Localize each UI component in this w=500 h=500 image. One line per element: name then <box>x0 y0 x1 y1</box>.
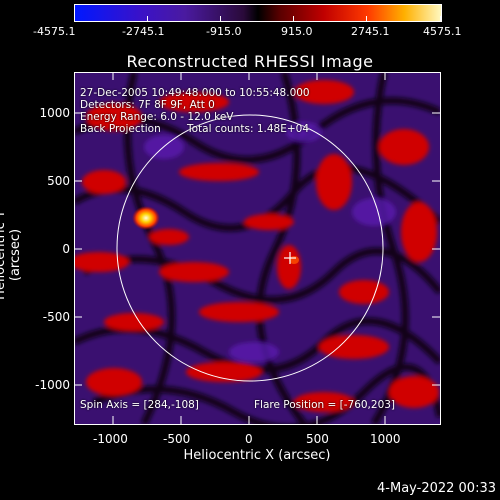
colorbar-tick-mark <box>220 16 221 21</box>
colorbar-tick-label: 4575.1 <box>423 25 462 38</box>
y-tick-label: 0 <box>62 242 70 256</box>
image-canvas <box>74 72 440 424</box>
colorbar-tick-mark <box>366 16 367 21</box>
spin-axis-marker <box>284 252 296 264</box>
x-tick-label: 500 <box>306 432 329 446</box>
date-stamp: 4-May-2022 00:33 <box>377 481 496 496</box>
emission-pattern <box>74 72 440 424</box>
y-axis-ticks <box>74 112 440 386</box>
colorbar-tick-label: -2745.1 <box>122 25 165 38</box>
color-scale-bar <box>74 4 442 22</box>
y-axis-label: Heliocentric Y (arcsec) <box>0 210 23 300</box>
colorbar-tick-mark <box>74 16 75 21</box>
time-range-text: 27-Dec-2005 10:49:48.000 to 10:55:48.000 <box>80 87 310 99</box>
colorbar-tick-label: -915.0 <box>206 25 242 38</box>
colorbar-tick-mark <box>293 16 294 21</box>
y-tick-label: -500 <box>42 310 70 324</box>
colorbar-tick-mark <box>147 16 148 21</box>
colorbar-tick-mark <box>440 16 441 21</box>
spin-axis-text: Spin Axis = [284,-108] <box>80 399 199 411</box>
reconstructed-image: 27-Dec-2005 10:49:48.000 to 10:55:48.000… <box>74 72 440 424</box>
y-tick-label: 500 <box>47 174 70 188</box>
solar-limb-circle <box>116 114 384 382</box>
method-text: Back Projection <box>80 123 161 135</box>
x-tick-label: -500 <box>163 432 191 446</box>
plot-frame <box>74 72 441 425</box>
y-tick-label: 1000 <box>39 106 70 120</box>
flare-position-text: Flare Position = [-760,203] <box>254 399 396 411</box>
detectors-text: Detectors: 7F 8F 9F, Att 0 <box>80 99 215 111</box>
flare-source <box>132 206 160 230</box>
y-tick-label: -1000 <box>35 378 70 392</box>
x-tick-label: 1000 <box>370 432 401 446</box>
x-tick-label: -1000 <box>93 432 128 446</box>
total-counts-text: Total counts: 1.48E+04 <box>187 123 310 135</box>
x-axis-ticks <box>112 72 386 424</box>
x-axis-label: Heliocentric X (arcsec) <box>183 448 331 463</box>
colorbar-tick-label: -4575.1 <box>33 25 76 38</box>
colorbar-tick-label: 915.0 <box>281 25 313 38</box>
energy-range-text: Energy Range: 6.0 - 12.0 keV <box>80 111 234 123</box>
colorbar-tick-label: 2745.1 <box>351 25 390 38</box>
x-tick-label: 0 <box>245 432 253 446</box>
plot-title: Reconstructed RHESSI Image <box>126 52 374 71</box>
